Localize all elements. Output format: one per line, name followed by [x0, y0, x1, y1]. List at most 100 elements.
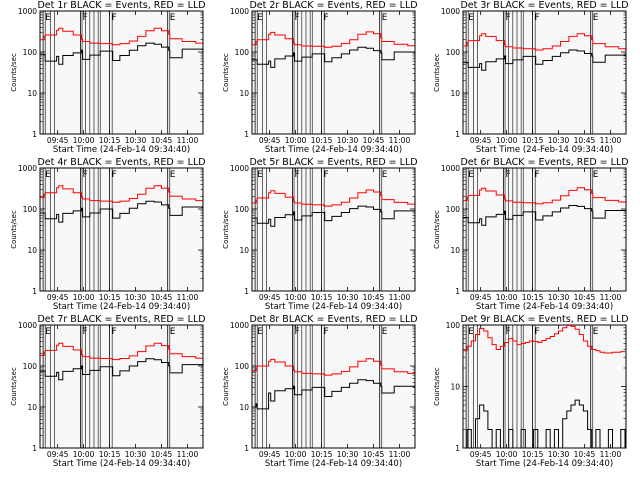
y-axis-label: Counts/sec — [10, 210, 18, 249]
x-tick-label: 10:15 — [99, 293, 121, 302]
x-axis-label: Start Time (24-Feb-14 09:34:40) — [476, 459, 613, 469]
x-tick-label: 10:15 — [522, 450, 544, 459]
time-marker-label: F — [82, 13, 87, 23]
x-tick-label: 11:00 — [177, 293, 199, 302]
lld-series — [252, 358, 415, 376]
x-axis-label: Start Time (24-Feb-14 09:34:40) — [53, 302, 190, 312]
plot-frame — [39, 10, 204, 135]
x-axis-label: Start Time (24-Feb-14 09:34:40) — [53, 459, 190, 469]
detector-panel-6: Det 6r BLACK = Events, RED = LLD E F F E 1 10 1… — [433, 157, 629, 312]
time-marker-label: F — [505, 13, 510, 23]
y-tick-label: 1 — [32, 287, 37, 296]
x-tick-label: 10:30 — [125, 136, 147, 145]
x-tick-label: 10:45 — [574, 136, 596, 145]
x-tick-label: 09:45 — [47, 136, 69, 145]
y-axis-label: Counts/sec — [433, 367, 441, 406]
y-tick-label: 10 — [27, 403, 37, 412]
plot-frame — [462, 324, 627, 449]
events-series — [40, 200, 203, 223]
panel-title: Det 6r BLACK = Events, RED = LLD — [460, 157, 628, 168]
panel-title: Det 5r BLACK = Events, RED = LLD — [249, 157, 417, 168]
x-tick-label: 10:30 — [125, 450, 147, 459]
time-marker-label: E — [468, 13, 474, 23]
time-marker-label: E — [170, 327, 176, 337]
detector-panel-9: Det 9r BLACK = Events, RED = LLD E F F E 1 10 1… — [433, 314, 629, 469]
events-series — [40, 42, 203, 65]
x-tick-label: 10:00 — [285, 293, 307, 302]
time-marker-label: E — [257, 170, 263, 180]
panel-title: Det 4r BLACK = Events, RED = LLD — [37, 157, 205, 168]
y-tick-label: 1 — [455, 287, 460, 296]
lld-series — [40, 342, 203, 361]
x-axis-label: Start Time (24-Feb-14 09:34:40) — [265, 459, 402, 469]
lld-series — [463, 33, 626, 51]
plot-frame — [251, 10, 416, 135]
x-axis-label: Start Time (24-Feb-14 09:34:40) — [476, 145, 613, 155]
x-tick-label: 09:45 — [259, 293, 281, 302]
y-tick-label: 10 — [450, 383, 460, 392]
events-series — [252, 46, 415, 68]
x-tick-label: 10:00 — [496, 450, 518, 459]
lld-series — [252, 189, 415, 207]
y-tick-label: 10 — [27, 246, 37, 255]
time-marker-label: E — [257, 13, 263, 23]
x-axis-label: Start Time (24-Feb-14 09:34:40) — [476, 302, 613, 312]
detector-panel-1: Det 1r BLACK = Events, RED = LLD E F F E 1 10 1… — [10, 0, 206, 155]
time-marker-label: E — [170, 13, 176, 23]
x-tick-label: 10:45 — [574, 293, 596, 302]
x-tick-label: 11:00 — [177, 450, 199, 459]
x-tick-label: 10:00 — [496, 136, 518, 145]
x-tick-label: 10:00 — [285, 136, 307, 145]
panel-title: Det 9r BLACK = Events, RED = LLD — [460, 314, 628, 325]
x-tick-label: 11:00 — [600, 136, 622, 145]
time-marker-label: F — [82, 327, 87, 337]
x-tick-label: 09:45 — [470, 136, 492, 145]
time-marker-label: E — [45, 13, 51, 23]
x-tick-label: 11:00 — [389, 293, 411, 302]
y-tick-label: 1 — [455, 444, 460, 453]
time-marker-label: F — [294, 170, 299, 180]
x-tick-label: 10:45 — [363, 293, 385, 302]
time-marker-label: E — [593, 13, 599, 23]
x-tick-label: 10:30 — [548, 136, 570, 145]
time-marker-label: E — [257, 327, 263, 337]
y-tick-label: 100 — [23, 362, 38, 371]
time-marker-label: E — [45, 327, 51, 337]
y-tick-label: 100 — [446, 321, 461, 330]
panel-title: Det 2r BLACK = Events, RED = LLD — [249, 0, 417, 11]
plot-frame — [39, 167, 204, 292]
events-series — [252, 205, 415, 227]
y-axis-label: Counts/sec — [222, 53, 230, 92]
plot-frame — [251, 324, 416, 449]
time-marker-label: F — [505, 170, 510, 180]
x-tick-label: 10:15 — [99, 136, 121, 145]
time-marker-label: E — [382, 13, 388, 23]
panel-title: Det 1r BLACK = Events, RED = LLD — [37, 0, 205, 11]
events-series — [463, 49, 626, 71]
y-tick-label: 10 — [239, 89, 249, 98]
y-tick-label: 1 — [244, 287, 249, 296]
time-marker-label: E — [468, 327, 474, 337]
y-tick-label: 10 — [239, 246, 249, 255]
y-tick-label: 1000 — [18, 7, 37, 16]
time-marker-label: E — [382, 327, 388, 337]
y-tick-label: 100 — [23, 48, 38, 57]
lld-series — [40, 185, 203, 203]
x-axis-label: Start Time (24-Feb-14 09:34:40) — [53, 145, 190, 155]
x-tick-label: 09:45 — [47, 293, 69, 302]
time-marker-label: E — [468, 170, 474, 180]
x-tick-label: 10:00 — [73, 293, 95, 302]
time-marker-label: E — [593, 327, 599, 337]
detector-panel-5: Det 5r BLACK = Events, RED = LLD E F F E 1 10 1… — [222, 157, 418, 312]
y-tick-label: 1 — [32, 444, 37, 453]
y-tick-label: 1000 — [230, 321, 249, 330]
x-tick-label: 11:00 — [389, 450, 411, 459]
y-tick-label: 1 — [32, 130, 37, 139]
plot-frame — [251, 167, 416, 292]
x-tick-label: 10:45 — [151, 450, 173, 459]
y-tick-label: 1 — [244, 130, 249, 139]
time-marker-label: F — [324, 13, 329, 23]
detector-panel-3: Det 3r BLACK = Events, RED = LLD E F F E 1 10 1… — [433, 0, 629, 155]
time-marker-label: E — [170, 170, 176, 180]
